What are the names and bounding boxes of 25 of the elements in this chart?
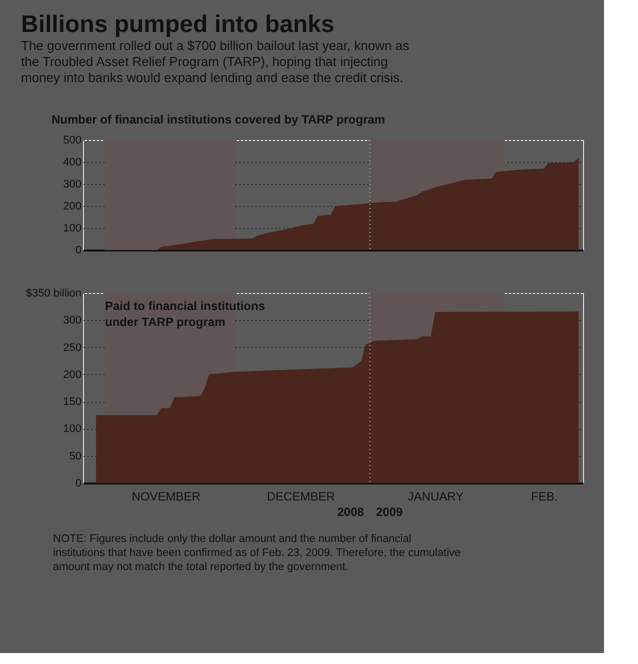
y-tick-label: 300 bbox=[63, 314, 82, 327]
x-tick-label: DECEMBER bbox=[266, 490, 336, 504]
text: NOTE: Figures include only the dollar amount and the number of financial institutions that have been confirmed as of Feb. 23, 2009. Therefore, the cumulative amount may not match the total reported by the government. bbox=[53, 533, 461, 573]
y-tick-label: 200 bbox=[63, 368, 82, 381]
text: 2008 bbox=[337, 505, 364, 519]
y-tick-label: 150 bbox=[63, 396, 82, 408]
y-tick-label: $350 billion bbox=[26, 288, 82, 300]
x-tick-label: FEB. bbox=[531, 490, 558, 504]
y-axis-title: Number of financial institutions covered by TARP program bbox=[52, 112, 386, 126]
annotation: Paid to financial institutions under TARP program bbox=[105, 299, 266, 329]
y-tick-label: 250 bbox=[63, 342, 82, 354]
y-tick-label: 100 bbox=[63, 222, 82, 234]
y-tick-label: 200 bbox=[63, 200, 82, 212]
text: 2009 bbox=[376, 505, 403, 519]
y-tick-label: 50 bbox=[69, 450, 82, 462]
x-tick-label: JANUARY bbox=[408, 490, 464, 504]
chart-title: Billions pumped into banks bbox=[21, 11, 334, 38]
y-tick-label: 500 bbox=[63, 134, 82, 146]
x-tick-label: NOVEMBER bbox=[132, 490, 201, 504]
y-tick-label: 0 bbox=[75, 478, 82, 490]
y-tick-label: 100 bbox=[63, 423, 82, 436]
chart-subtitle: The government rolled out a $700 billion bailout last year, known as the Troubled Asset Relief Program (TARP), hoping that injecting money into banks would expand lending and ease the credit crisis. bbox=[21, 38, 410, 85]
y-tick-label: 300 bbox=[63, 178, 82, 190]
y-tick-label: 0 bbox=[75, 244, 82, 256]
y-tick-label: 400 bbox=[63, 156, 82, 168]
